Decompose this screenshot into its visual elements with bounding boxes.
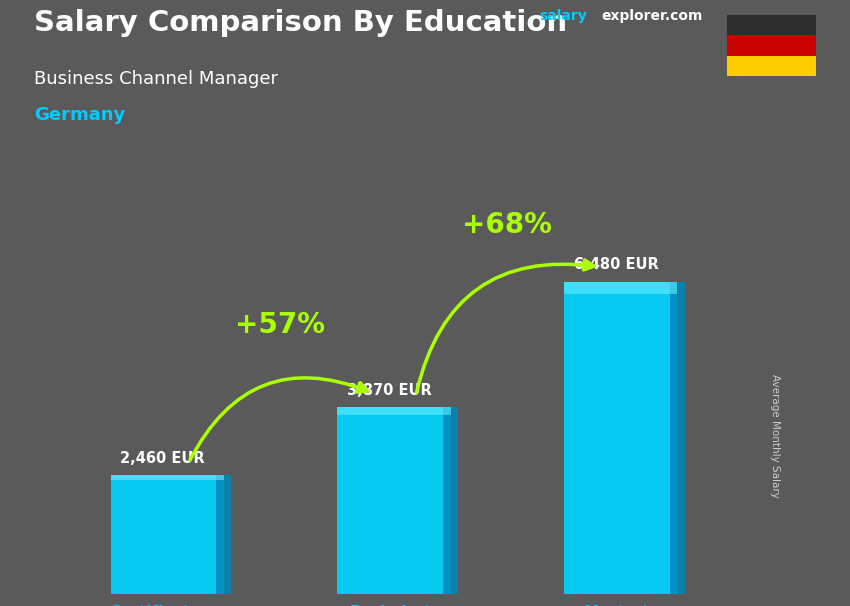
Text: +68%: +68%: [462, 211, 552, 239]
FancyArrowPatch shape: [416, 260, 594, 393]
Bar: [110, 475, 224, 480]
Text: Business Channel Manager: Business Channel Manager: [34, 70, 278, 88]
Bar: [337, 407, 450, 415]
Bar: [670, 282, 684, 594]
Text: Average Monthly Salary: Average Monthly Salary: [769, 374, 779, 498]
Text: 3,870 EUR: 3,870 EUR: [347, 383, 432, 398]
Bar: [564, 282, 677, 594]
Text: salary: salary: [540, 9, 587, 23]
Text: Salary Comparison By Education: Salary Comparison By Education: [34, 9, 567, 37]
Text: explorer.com: explorer.com: [601, 9, 702, 23]
Bar: [217, 475, 231, 594]
Bar: [110, 475, 224, 594]
Text: Germany: Germany: [34, 106, 125, 124]
Text: 2,460 EUR: 2,460 EUR: [121, 451, 205, 466]
Bar: [564, 282, 677, 295]
FancyArrowPatch shape: [190, 378, 367, 461]
Text: +57%: +57%: [235, 311, 326, 339]
Bar: [443, 407, 458, 594]
Text: 6,480 EUR: 6,480 EUR: [574, 258, 659, 272]
Bar: [337, 407, 450, 594]
